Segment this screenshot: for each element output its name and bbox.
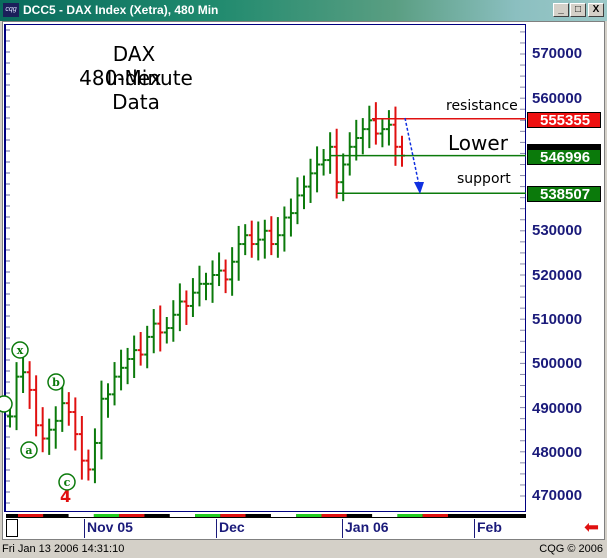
wave-count-label: 4 [60,487,72,506]
y-tick-480000: 480000 [532,444,583,461]
svg-text:c: c [64,476,71,489]
x-tick-feb: Feb [474,519,502,538]
svg-text:a: a [25,444,32,457]
y-tick-490000: 490000 [532,400,583,417]
window-titlebar[interactable]: cqg DCC5 - DAX Index (Xetra), 480 Min _ … [0,0,607,21]
minimize-button[interactable]: _ [553,3,569,17]
x-tick-nov-05: Nov 05 [84,519,133,538]
x-tick-jan-06: Jan 06 [342,519,389,538]
y-tick-570000: 570000 [532,45,583,62]
support-price-tag: 538507 [527,186,601,203]
resistance-label: resistance [446,98,518,114]
maximize-button[interactable]: □ [570,3,586,17]
last-price-tag: 546996 [527,149,601,166]
support-label: support [457,171,511,187]
svg-text:b: b [52,376,60,389]
status-copyright: CQG © 2006 [539,543,603,555]
y-tick-500000: 500000 [532,355,583,372]
close-button[interactable]: X [588,3,604,17]
cqg-logo-icon[interactable]: cqg [3,3,19,17]
svg-text:x: x [17,344,24,357]
scroll-left-arrow-icon[interactable]: ⬅ [584,517,600,537]
lower-label: Lower [448,131,508,155]
scroll-handle[interactable] [6,519,18,537]
status-timestamp: Fri Jan 13 2006 14:31:10 [2,543,125,555]
chart-plot-area[interactable] [4,24,526,512]
chart-title-line2: 480-Minute Data [79,66,193,114]
y-tick-510000: 510000 [532,311,583,328]
y-tick-530000: 530000 [532,222,583,239]
y-tick-520000: 520000 [532,267,583,284]
last-price-marker [527,144,601,150]
y-tick-560000: 560000 [532,90,583,107]
window-title: DCC5 - DAX Index (Xetra), 480 Min [23,3,219,17]
x-tick-dec: Dec [216,519,245,538]
resistance-price-tag: 555355 [527,112,601,129]
y-tick-470000: 470000 [532,487,583,504]
chart-title-line1: DAX Index [106,42,162,90]
